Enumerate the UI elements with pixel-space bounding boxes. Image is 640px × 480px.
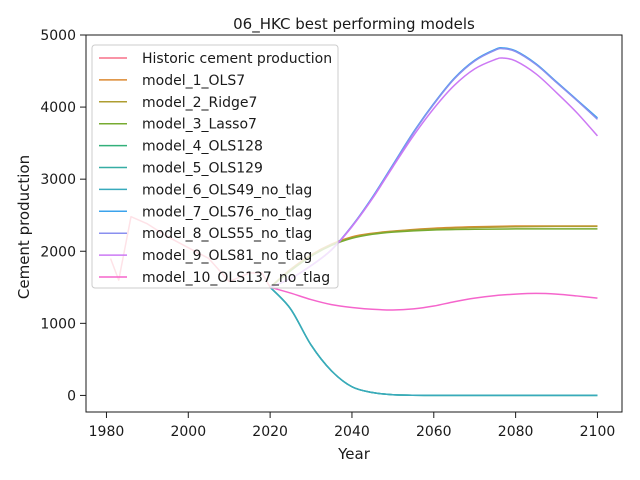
series-line-model_6_OLS49_no_tlag bbox=[269, 286, 598, 397]
legend-entry: model_10_OLS137_no_tlag bbox=[142, 270, 330, 286]
y-axis-label: Cement production bbox=[15, 155, 33, 299]
legend: Historic cement production model_1_OLS7mo… bbox=[91, 44, 339, 289]
legend-entry: model_7_OLS76_no_tlag bbox=[142, 204, 312, 220]
legend-entry: model_4_OLS128 bbox=[142, 139, 263, 155]
y-axis: 0 1000 2000 3000 4000 5000 bbox=[40, 28, 86, 404]
y-tick-label: 1000 bbox=[40, 316, 76, 332]
x-tick-label: 2060 bbox=[416, 424, 452, 440]
x-tick-label: 1980 bbox=[89, 424, 125, 440]
x-tick-label: 2000 bbox=[170, 424, 206, 440]
y-tick-label: 4000 bbox=[40, 100, 76, 116]
chart-title: 06_HKC best performing models bbox=[233, 15, 475, 34]
legend-entry: model_9_OLS81_no_tlag bbox=[142, 248, 312, 264]
y-tick-label: 2000 bbox=[40, 244, 76, 260]
y-tick-label: 5000 bbox=[40, 28, 76, 44]
legend-entry: model_3_Lasso7 bbox=[142, 117, 257, 133]
legend-entry: model_6_OLS49_no_tlag bbox=[142, 182, 312, 198]
y-tick-label: 0 bbox=[67, 388, 76, 404]
plot-frame bbox=[85, 34, 623, 413]
y-tick-label: 3000 bbox=[40, 172, 76, 188]
legend-entry: model_8_OLS55_no_tlag bbox=[142, 226, 312, 242]
legend-entry: model_5_OLS129 bbox=[142, 161, 263, 177]
legend-box bbox=[91, 44, 339, 289]
x-tick-label: 2020 bbox=[252, 424, 288, 440]
x-tick-label: 2040 bbox=[334, 424, 370, 440]
legend-entry: model_2_Ridge7 bbox=[142, 95, 257, 111]
x-tick-label: 2100 bbox=[580, 424, 616, 440]
legend-entry: model_1_OLS7 bbox=[142, 73, 245, 89]
x-tick-label: 2080 bbox=[498, 424, 534, 440]
x-axis: 1980 2000 2020 2040 2060 2080 2100 bbox=[89, 412, 616, 440]
legend-entry: Historic cement production bbox=[142, 51, 332, 67]
series-line-model_10_OLS137_no_tlag bbox=[269, 286, 598, 311]
x-axis-label: Year bbox=[337, 445, 371, 463]
